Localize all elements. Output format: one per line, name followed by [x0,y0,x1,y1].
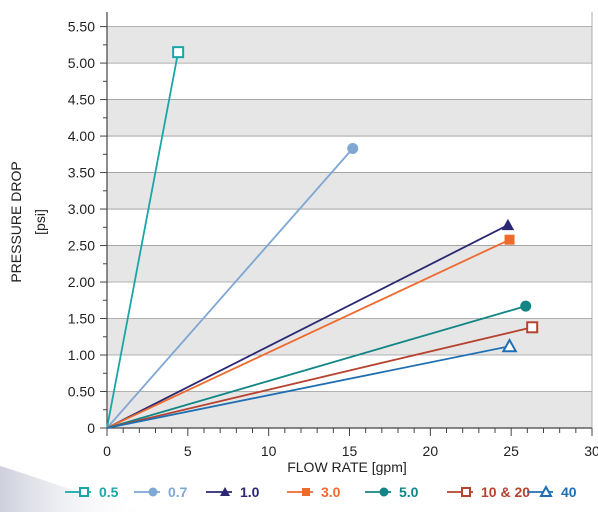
legend-item: 3.0 [287,484,341,500]
series-line [106,147,354,429]
y-tick-label: 1.00 [68,347,95,363]
marker [539,484,553,497]
legend-item: 10 & 20 [447,484,530,500]
x-tick-label: 15 [342,443,358,459]
series-line [106,224,509,429]
marker [501,337,518,353]
plot-background [107,12,592,428]
decorative-swoosh [0,466,150,512]
y-tick-label: 0 [87,420,95,436]
y-tick-label: 2.00 [68,274,95,290]
y-tick-label: 3.00 [68,201,95,217]
marker [172,46,185,59]
marker [347,142,359,154]
grid-band [107,99,592,137]
y-tick-label: 1.50 [68,311,95,327]
y-tick-label: 4.50 [68,92,95,108]
legend-label: 1.0 [240,484,260,500]
grid-bands [107,12,592,429]
series-line [106,345,510,429]
x-tick-label: 5 [184,443,192,459]
legend-label: 40 [561,484,577,500]
marker [504,234,515,245]
series-3-0 [106,234,515,429]
legend-item: 0.5 [65,484,119,500]
legend-item: 40 [527,484,577,500]
series-line [106,305,526,429]
series-line [106,51,180,429]
grid-band [107,26,592,64]
legend-label: 10 & 20 [481,484,530,500]
x-tick-label: 30 [584,443,598,459]
series-line [106,238,510,429]
series-layer [106,46,539,429]
legend-label: 0.5 [99,484,119,500]
marker [148,487,158,497]
x-tick-label: 25 [503,443,519,459]
marker [520,300,532,312]
legend-item: 5.0 [365,484,419,500]
legend-item: 1.0 [206,484,260,500]
y-axis-label: PRESSURE DROP [8,161,24,282]
series-40 [106,337,518,429]
y-tick-label: 5.00 [68,55,95,71]
series-1-0 [106,218,515,429]
y-tick-label: 4.00 [68,128,95,144]
legend-label: 3.0 [321,484,341,500]
marker [302,488,310,496]
legend: 0.5 0.7 1.0 3.0 5.0 10 & 20 40 [65,484,577,500]
grid-band [107,391,592,428]
series-10-20 [106,321,539,429]
marker [220,487,230,496]
grid-band [107,172,592,210]
marker [526,321,539,334]
grid-band [107,245,592,283]
marker [461,487,471,497]
marker [79,487,89,497]
marker [379,487,389,497]
legend-label: 0.7 [168,484,188,500]
y-tick-label: 0.50 [68,384,95,400]
series-5-0 [106,300,532,429]
series-0-5 [106,46,185,429]
series-0-7 [106,142,359,429]
marker [501,218,515,231]
y-tick-label: 5.50 [68,19,95,35]
x-tick-label: 20 [423,443,439,459]
x-tick-label: 0 [103,443,111,459]
y-axis-unit: [psi] [32,209,48,235]
x-axis-label: FLOW RATE [gpm] [287,459,407,475]
grid-band [107,318,592,356]
legend-label: 5.0 [399,484,419,500]
axes: 0 0.50 1.00 1.50 2.00 2.50 3.00 3.50 4.00 4.50 5.0… [68,12,598,459]
x-tick-label: 10 [261,443,277,459]
legend-item: 0.7 [134,484,188,500]
y-tick-label: 2.50 [68,238,95,254]
y-tick-label: 3.50 [68,165,95,181]
series-line [106,326,533,429]
